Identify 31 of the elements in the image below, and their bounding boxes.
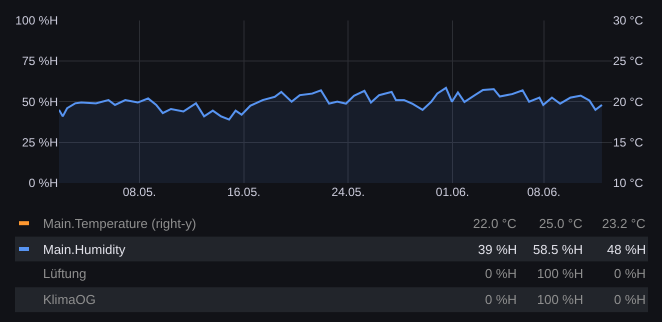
text: 23.2 °C (602, 216, 646, 231)
text: 100 %H (537, 292, 584, 307)
text: 0 %H (614, 292, 646, 307)
y-tick-label: 0 %H (28, 176, 58, 190)
x-tick-label: 08.05. (122, 185, 156, 199)
y2-tick-label: 30 °C (613, 14, 644, 28)
x-tick-label: 16.05. (227, 185, 260, 199)
y-tick-label: 75 %H (22, 54, 58, 68)
y2-tick-label: 10 °C (613, 176, 644, 190)
text: 0 %H (614, 266, 646, 281)
y2-tick-label: 25 °C (613, 54, 644, 68)
text: 58.5 %H (533, 242, 583, 257)
x-tick-label: 24.05. (331, 185, 365, 199)
y2-tick-label: 15 °C (613, 136, 644, 150)
text: 22.0 °C (473, 216, 517, 231)
text: 39 %H (478, 242, 518, 257)
text: KlimaOG (43, 292, 96, 307)
y-tick-label: 50 %H (22, 94, 58, 109)
text: 0 %H (485, 292, 517, 307)
legend-label: Main.Temperature (right-y) (43, 216, 196, 231)
text: Lüftung (43, 266, 86, 281)
text: 25.0 °C (539, 216, 583, 231)
x-tick-label: 08.06. (527, 185, 560, 199)
text: 0 %H (485, 266, 517, 281)
text: 48 %H (607, 242, 646, 257)
text: 100 %H (537, 266, 584, 281)
y-tick-label: 25 %H (22, 136, 58, 150)
legend-label: Main.Humidity (43, 242, 126, 257)
y-tick-label: 100 %H (15, 14, 58, 28)
x-tick-label: 01.06. (436, 185, 470, 199)
y2-tick-label: 20 °C (613, 94, 644, 109)
